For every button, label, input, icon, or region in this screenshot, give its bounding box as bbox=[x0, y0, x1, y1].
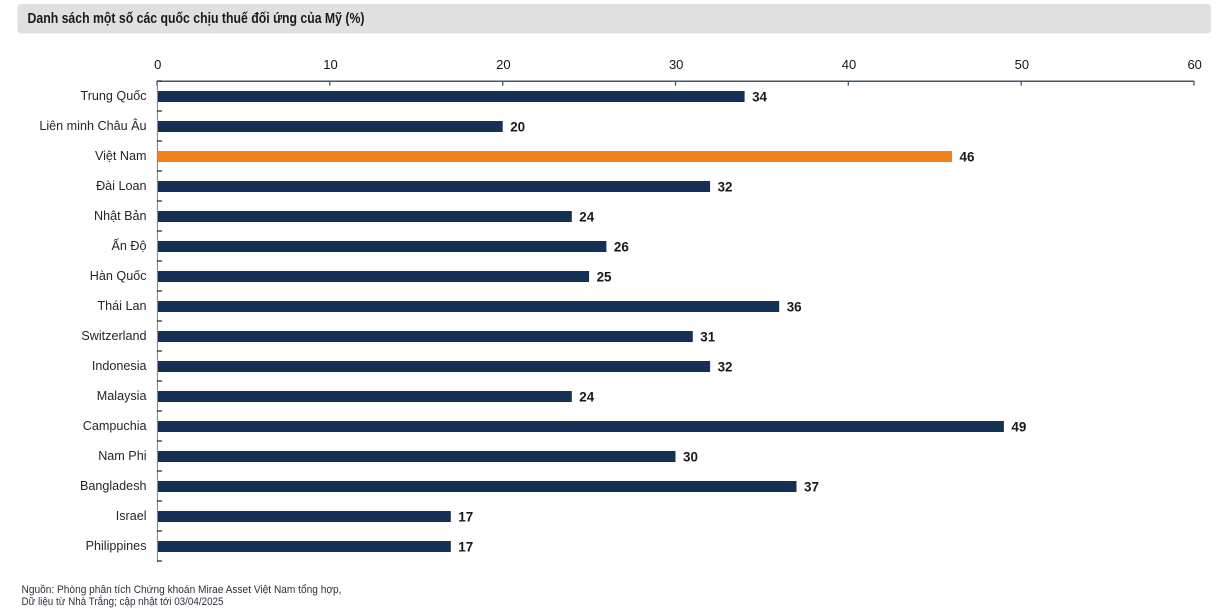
svg-text:Nhật Bản: Nhật Bản bbox=[94, 209, 147, 223]
svg-text:Việt Nam: Việt Nam bbox=[95, 149, 147, 163]
svg-text:Israel: Israel bbox=[116, 509, 147, 523]
svg-text:36: 36 bbox=[787, 300, 802, 315]
svg-text:49: 49 bbox=[1011, 420, 1026, 435]
svg-text:31: 31 bbox=[700, 330, 715, 345]
svg-text:20: 20 bbox=[496, 57, 510, 72]
svg-text:Bangladesh: Bangladesh bbox=[80, 479, 147, 493]
svg-text:Dữ liệu từ Nhà Trắng; cập nhật: Dữ liệu từ Nhà Trắng; cập nhật tới 03/04… bbox=[22, 595, 224, 608]
svg-text:17: 17 bbox=[458, 540, 473, 555]
svg-text:37: 37 bbox=[804, 480, 819, 495]
svg-text:Indonesia: Indonesia bbox=[92, 359, 147, 373]
svg-text:32: 32 bbox=[718, 180, 733, 195]
svg-text:Nguồn: Phòng phân tích Chứng k: Nguồn: Phòng phân tích Chứng khoán Mirae… bbox=[22, 584, 342, 596]
svg-text:20: 20 bbox=[510, 120, 525, 135]
svg-text:24: 24 bbox=[579, 210, 594, 225]
svg-text:30: 30 bbox=[669, 57, 683, 72]
svg-text:Hàn Quốc: Hàn Quốc bbox=[90, 269, 147, 283]
svg-text:Malaysia: Malaysia bbox=[97, 389, 147, 403]
svg-text:Liên minh Châu Âu: Liên minh Châu Âu bbox=[39, 118, 146, 133]
svg-text:32: 32 bbox=[718, 360, 733, 375]
svg-text:26: 26 bbox=[614, 240, 629, 255]
svg-text:Trung Quốc: Trung Quốc bbox=[80, 89, 146, 103]
svg-text:Thái Lan: Thái Lan bbox=[97, 299, 146, 313]
svg-text:46: 46 bbox=[960, 150, 975, 165]
svg-text:0: 0 bbox=[154, 57, 161, 72]
svg-text:17: 17 bbox=[458, 510, 473, 525]
svg-text:40: 40 bbox=[842, 57, 856, 72]
svg-text:34: 34 bbox=[752, 90, 767, 105]
svg-text:Nam Phi: Nam Phi bbox=[98, 449, 146, 463]
svg-text:Đài Loan: Đài Loan bbox=[96, 179, 146, 193]
svg-text:Philippines: Philippines bbox=[86, 539, 147, 553]
svg-text:Ấn Độ: Ấn Độ bbox=[111, 238, 146, 253]
svg-text:Campuchia: Campuchia bbox=[83, 419, 147, 433]
svg-text:60: 60 bbox=[1187, 57, 1201, 72]
svg-text:Danh sách một số các quốc chịu: Danh sách một số các quốc chịu thuế đối … bbox=[28, 11, 365, 27]
svg-text:24: 24 bbox=[579, 390, 594, 405]
svg-text:Switzerland: Switzerland bbox=[81, 329, 146, 343]
svg-text:50: 50 bbox=[1015, 57, 1029, 72]
svg-text:30: 30 bbox=[683, 450, 698, 465]
svg-text:25: 25 bbox=[597, 270, 612, 285]
svg-text:10: 10 bbox=[323, 57, 337, 72]
